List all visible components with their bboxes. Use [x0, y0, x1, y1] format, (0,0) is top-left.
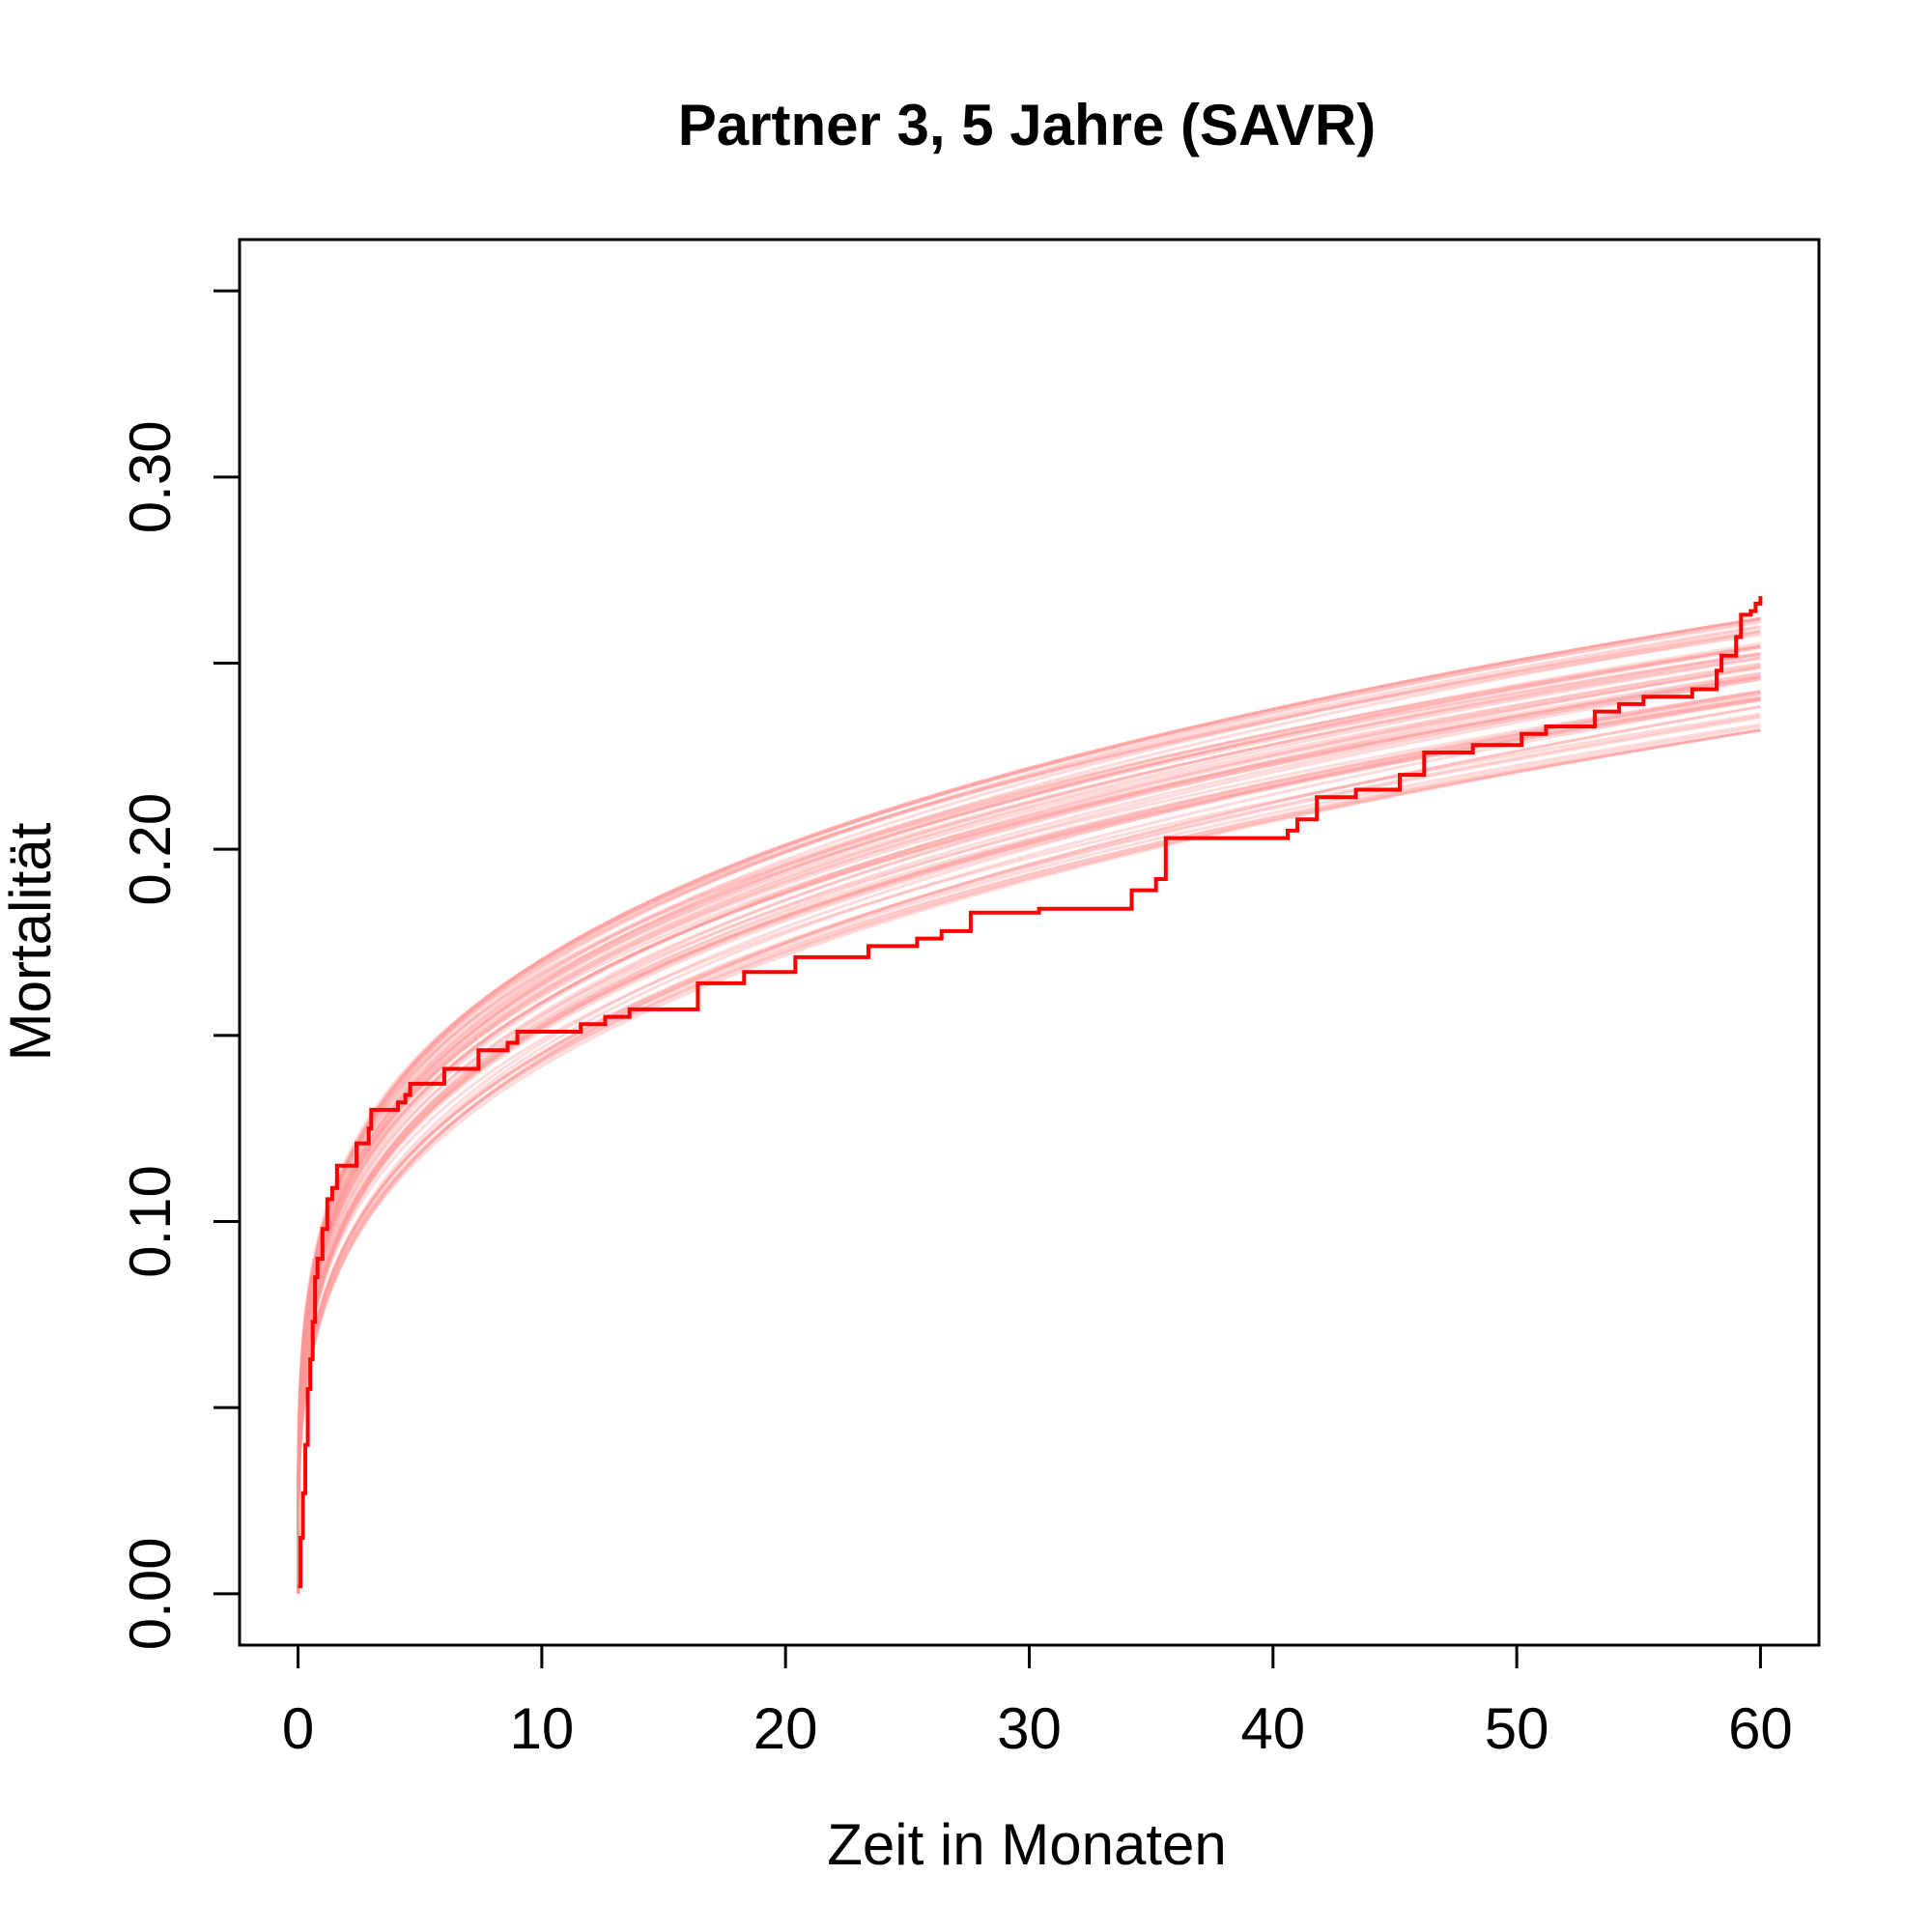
simulated-curve — [297, 641, 1761, 1594]
x-tick-label: 40 — [1240, 1696, 1305, 1761]
simulated-curve — [297, 631, 1761, 1594]
simulated-curve — [297, 663, 1761, 1594]
y-axis-label: Mortalität — [0, 822, 63, 1061]
simulated-curve — [297, 672, 1761, 1594]
simulated-curve — [297, 644, 1761, 1594]
y-tick-label: 0.10 — [118, 1165, 183, 1278]
simulated-curve — [297, 677, 1761, 1594]
simulated-curve — [297, 626, 1761, 1594]
simulated-curve — [297, 656, 1761, 1594]
simulated-curve — [297, 646, 1761, 1594]
simulated-curve — [297, 657, 1761, 1594]
simulated-curve — [297, 723, 1761, 1594]
observed-curve — [298, 596, 1763, 1589]
simulated-curve — [297, 690, 1761, 1594]
simulated-curve — [297, 697, 1761, 1594]
simulated-curve — [297, 728, 1761, 1594]
y-tick-label: 0.00 — [118, 1537, 183, 1650]
x-tick-label: 0 — [282, 1696, 314, 1761]
observed-step-line — [298, 596, 1763, 1589]
simulated-curve — [297, 662, 1761, 1594]
simulated-curve — [297, 696, 1761, 1594]
simulated-curve — [297, 692, 1761, 1594]
simulated-curve — [297, 690, 1761, 1594]
simulated-curve — [297, 714, 1761, 1594]
simulated-curve — [297, 698, 1761, 1594]
x-axis-label: Zeit in Monaten — [827, 1812, 1227, 1877]
simulated-curve — [297, 671, 1761, 1594]
simulated-curve — [297, 716, 1761, 1594]
simulated-curve — [297, 675, 1761, 1594]
x-axis: 0 10 20 30 40 50 60 — [282, 1643, 1793, 1761]
simulated-curve — [297, 696, 1761, 1594]
simulated-curve — [297, 724, 1761, 1594]
x-tick-label: 20 — [753, 1696, 818, 1761]
simulated-curve — [297, 677, 1761, 1594]
simulated-curve — [297, 698, 1761, 1594]
simulated-curve — [297, 696, 1761, 1594]
simulated-curves — [297, 616, 1761, 1594]
simulated-curve — [297, 690, 1761, 1594]
x-tick-label: 60 — [1728, 1696, 1793, 1761]
simulated-curve — [297, 667, 1761, 1594]
simulated-curve — [297, 644, 1761, 1594]
simulated-curve — [297, 645, 1761, 1594]
simulated-curve — [297, 654, 1761, 1594]
y-tick-label: 0.30 — [118, 420, 183, 533]
simulated-curve — [297, 692, 1761, 1594]
x-tick-label: 50 — [1485, 1696, 1549, 1761]
y-axis: 0.00 0.10 0.20 0.30 — [118, 289, 242, 1650]
simulated-curve — [297, 674, 1761, 1594]
y-tick-label: 0.20 — [118, 793, 183, 906]
simulated-curve — [297, 674, 1761, 1594]
simulated-curve — [297, 666, 1761, 1594]
simulated-curve — [297, 712, 1761, 1594]
plot-frame — [238, 238, 1821, 1647]
simulated-curve — [297, 652, 1761, 1594]
simulated-curve — [297, 728, 1761, 1594]
simulated-curve — [297, 728, 1761, 1594]
chart-title: Partner 3, 5 Jahre (SAVR) — [678, 93, 1377, 157]
simulated-curve — [297, 675, 1761, 1594]
x-tick-label: 30 — [997, 1696, 1062, 1761]
x-tick-label: 10 — [509, 1696, 574, 1761]
simulated-curve — [297, 728, 1761, 1594]
simulated-curve — [297, 665, 1761, 1594]
